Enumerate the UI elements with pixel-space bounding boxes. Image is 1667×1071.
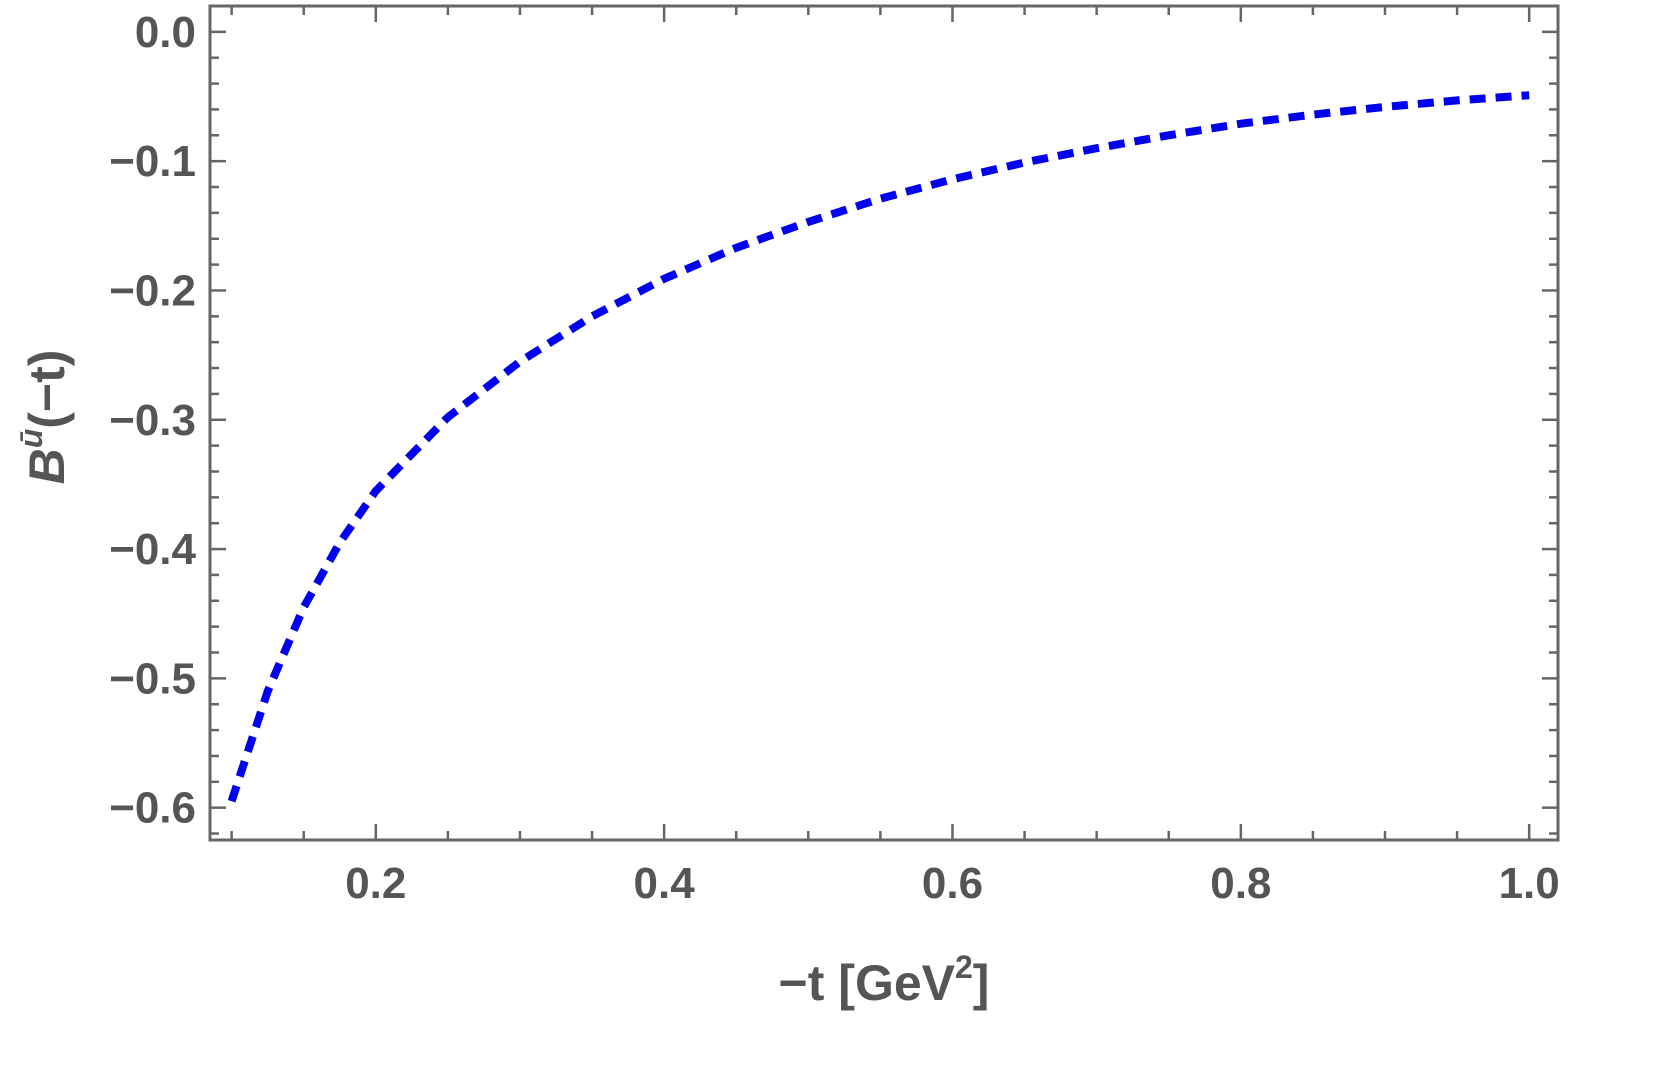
plot-frame bbox=[208, 4, 1560, 842]
x-tick-labels: 0.2 0.4 0.6 0.8 1.0 bbox=[345, 859, 1560, 908]
y-axis-title-superscript: ū bbox=[13, 429, 49, 449]
x-tick-label: 0.2 bbox=[345, 859, 406, 908]
y-axis-title: Bū(−t) bbox=[13, 350, 75, 485]
y-tick-label: 0.0 bbox=[135, 8, 196, 57]
x-axis-title-main: −t [GeV bbox=[779, 955, 956, 1011]
x-axis-title-close: ] bbox=[973, 955, 990, 1011]
y-axis-title-argument: (−t) bbox=[19, 350, 75, 429]
x-tick-label: 1.0 bbox=[1499, 859, 1560, 908]
y-tick-label: −0.2 bbox=[109, 266, 196, 315]
y-tick-label: −0.6 bbox=[109, 784, 196, 833]
y-tick-label: −0.5 bbox=[109, 654, 196, 703]
x-tick-label: 0.8 bbox=[1210, 859, 1271, 908]
series-layer bbox=[227, 91, 1530, 803]
y-tick-label: −0.4 bbox=[109, 525, 196, 574]
ticks-layer bbox=[210, 4, 1558, 840]
y-tick-label: −0.3 bbox=[109, 396, 196, 445]
y-axis-title-base: B bbox=[19, 448, 75, 484]
x-axis-title: −t [GeV2] bbox=[779, 949, 990, 1011]
x-tick-label: 0.4 bbox=[634, 859, 696, 908]
y-tick-labels: 0.0 −0.1 −0.2 −0.3 −0.4 −0.5 −0.6 bbox=[109, 8, 196, 833]
series-line bbox=[227, 91, 1530, 803]
y-axis-title-group: Bū(−t) bbox=[13, 350, 75, 485]
y-tick-label: −0.1 bbox=[109, 137, 196, 186]
x-axis-title-superscript: 2 bbox=[955, 949, 973, 985]
x-tick-label: 0.6 bbox=[922, 859, 983, 908]
